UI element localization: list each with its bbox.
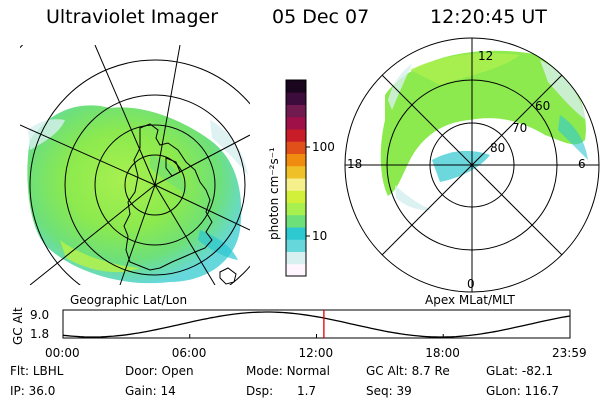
info-seq-label: Seq: [366,384,393,398]
left-meridians [20,45,250,285]
colorbar-cell [286,202,306,216]
colorbar-cell [286,92,306,105]
colorbar-cell [286,227,306,240]
colorbar-cell [286,214,306,228]
right-panel-caption: Apex MLat/MLT [425,293,515,307]
altitude-plot: 9.0 1.8 GC Alt 00:00 06:00 12:00 18:00 23:59 [11,307,587,360]
colorbar-tick-label-100: 100 [312,140,335,154]
info-glon-label: GLon: [486,384,521,398]
xtick-label: 00:00 [45,346,80,360]
info-mode-value: Normal [286,364,330,378]
info-glat-value: -82.1 [521,364,553,378]
info-door-value: Open [161,364,194,378]
info-mode: Mode: Normal [246,364,330,378]
xtick-label: 12:00 [299,346,334,360]
apex-polar-panel: 12 0 18 6 60 70 80 [344,37,600,293]
xtick-label: 06:00 [172,346,207,360]
info-seq: Seq: 39 [366,384,412,398]
xtick-label: 18:00 [425,346,460,360]
colorbar-cell [286,239,306,252]
xtick-label: 23:59 [552,346,587,360]
instrument-title: Ultraviolet Imager [46,6,219,28]
left-panel-caption: Geographic Lat/Lon [70,293,187,307]
antarctica-coastline [123,123,237,285]
colorbar-cell [286,80,306,93]
info-gcalt: GC Alt: 8.7 Re [366,364,450,378]
mlt-label-12: 12 [478,49,493,63]
colorbar-cell [286,104,306,118]
info-gain-value: 14 [160,384,176,398]
right-aurora-emission [380,50,588,211]
info-glon-value: 116.7 [524,384,559,398]
colorbar-cell [286,141,306,154]
geographic-map-panel [20,45,250,285]
colorbar-cell [286,165,306,179]
right-mlt-lines [345,38,599,292]
colorbar-cell [286,116,306,130]
colorbar-frame [285,79,307,277]
colorbar-unit-label: photon cm⁻²s⁻¹ [267,147,281,240]
info-gain: Gain: 14 [125,384,176,398]
altitude-plot-frame [62,309,571,339]
left-aurora-emission [27,105,248,284]
left-latitude-circles [29,59,250,285]
mlat-label-80: 80 [490,141,505,155]
colorbar-cells [286,80,306,277]
info-door: Door: Open [125,364,194,378]
mlt-label-6: 6 [578,157,586,171]
info-glat-label: GLat: [486,364,519,378]
time-label: 12:20:45 UT [430,6,547,28]
altitude-ymin-label: 1.8 [30,327,49,341]
info-ip-label: IP: [10,384,25,398]
info-dsp-value: 1.7 [296,384,317,398]
info-mode-label: Mode: [246,364,283,378]
info-seq-value: 39 [396,384,412,398]
info-gcalt-value: 8.7 Re [411,364,450,378]
altitude-ylabel: GC Alt [11,307,25,345]
mlat-label-70: 70 [512,121,527,135]
info-filter-label: Flt: [10,364,29,378]
altitude-curve [62,311,571,338]
info-glat: GLat: -82.1 [486,364,553,378]
altitude-ymax-label: 9.0 [30,308,49,322]
info-filter-value: LBHL [32,364,64,378]
mlt-label-0: 0 [467,277,475,291]
info-dsp-label: Dsp: [246,384,274,398]
colorbar-tick-label-10: 10 [312,229,327,243]
info-filter: Flt: LBHL [10,364,63,378]
colorbar-cell [286,129,306,142]
info-ip: IP: 36.0 [10,384,55,398]
info-gain-label: Gain: [125,384,157,398]
info-door-label: Door: [125,364,158,378]
info-ip-value: 36.0 [28,384,56,398]
altitude-xtick-labels: 00:00 06:00 12:00 18:00 23:59 [45,334,587,360]
date-label: 05 Dec 07 [272,6,370,28]
info-glon: GLon: 116.7 [486,384,559,398]
colorbar: 100 10 photon cm⁻²s⁻¹ [267,79,335,277]
info-gcalt-label: GC Alt: [366,364,408,378]
mlt-label-18: 18 [347,157,362,171]
colorbar-cell [286,251,306,265]
colorbar-cell [286,153,306,167]
mlat-label-60: 60 [535,99,550,113]
colorbar-cell [286,190,306,203]
info-dsp: Dsp: 1.7 [246,384,316,398]
colorbar-cell [286,178,306,191]
colorbar-cell [286,263,306,277]
